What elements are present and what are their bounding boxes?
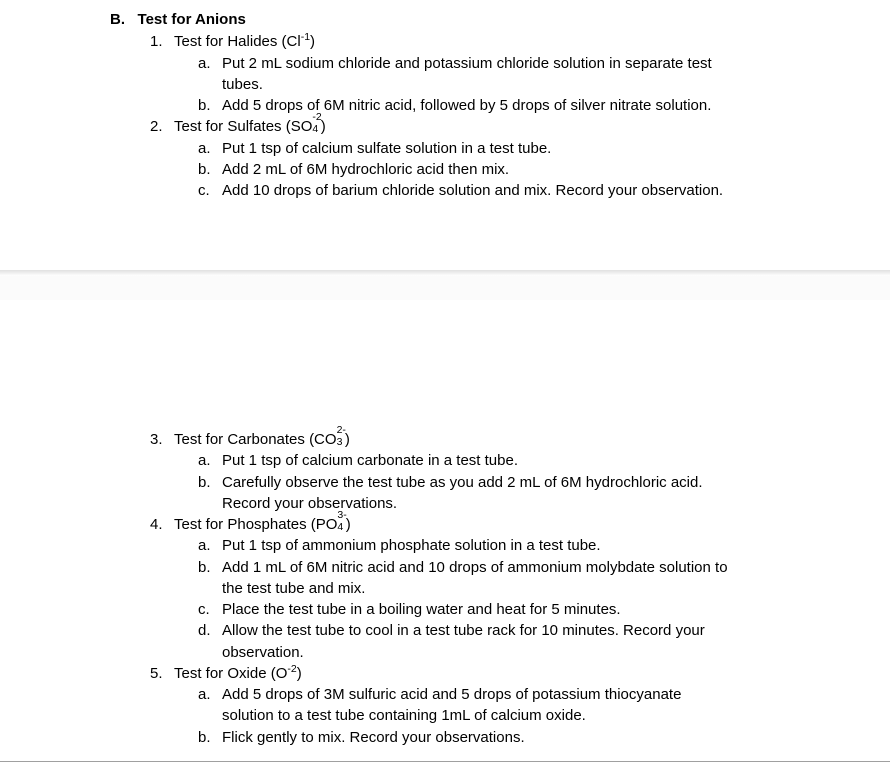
heading-title: Test for Anions [138, 11, 246, 28]
item-title: Test for Phosphates (PO43- ) [174, 515, 810, 535]
step-item: b. Add 2 mL of 6M hydrochloric acid then… [198, 160, 810, 180]
list-item: 2. Test for Sulfates (SO4-2 ) [150, 117, 810, 137]
step-item: a. Put 1 tsp of calcium sulfate solution… [198, 139, 810, 159]
step-item: d. Allow the test tube to cool in a test… [198, 621, 810, 641]
step-text: Flick gently to mix. Record your observa… [222, 728, 810, 748]
step-text-cont: Record your observations. [222, 494, 810, 514]
list-item: 3. Test for Carbonates (CO32- ) [150, 430, 810, 450]
item-title: Test for Sulfates (SO4-2 ) [174, 117, 810, 137]
step-text: Add 5 drops of 6M nitric acid, followed … [222, 96, 810, 116]
step-item: c. Place the test tube in a boiling wate… [198, 600, 810, 620]
page-lower: 3. Test for Carbonates (CO32- ) a. Put 1… [0, 430, 890, 749]
step-marker: a. [198, 451, 222, 471]
step-marker: a. [198, 536, 222, 556]
item-number: 4. [150, 515, 174, 535]
step-marker: a. [198, 54, 222, 74]
step-text: Place the test tube in a boiling water a… [222, 600, 810, 620]
step-text: Carefully observe the test tube as you a… [222, 473, 810, 493]
step-text-cont: the test tube and mix. [222, 579, 810, 599]
divider-band [0, 276, 890, 300]
step-marker: b. [198, 96, 222, 116]
step-text-cont: tubes. [222, 75, 810, 95]
item-title: Test for Oxide (O-2) [174, 664, 810, 684]
item-title: Test for Carbonates (CO32- ) [174, 430, 810, 450]
step-text: Allow the test tube to cool in a test tu… [222, 621, 810, 641]
step-text: Put 1 tsp of calcium carbonate in a test… [222, 451, 810, 471]
step-marker: a. [198, 139, 222, 159]
page-upper: B. Test for Anions 1. Test for Halides (… [0, 0, 890, 212]
step-text: Put 2 mL sodium chloride and potassium c… [222, 54, 810, 74]
step-item: b. Flick gently to mix. Record your obse… [198, 728, 810, 748]
list-item: 4. Test for Phosphates (PO43- ) [150, 515, 810, 535]
step-item: b. Add 5 drops of 6M nitric acid, follow… [198, 96, 810, 116]
step-item: b. Add 1 mL of 6M nitric acid and 10 dro… [198, 558, 810, 578]
item-number: 2. [150, 117, 174, 137]
step-text: Add 5 drops of 3M sulfuric acid and 5 dr… [222, 685, 810, 705]
section-heading: B. Test for Anions [110, 10, 810, 30]
step-text-cont: observation. [222, 643, 810, 663]
step-item: b. Carefully observe the test tube as yo… [198, 473, 810, 493]
step-text: Add 10 drops of barium chloride solution… [222, 181, 810, 201]
step-item: a. Put 1 tsp of calcium carbonate in a t… [198, 451, 810, 471]
list-item: 5. Test for Oxide (O-2) [150, 664, 810, 684]
step-marker: b. [198, 728, 222, 748]
step-text: Add 1 mL of 6M nitric acid and 10 drops … [222, 558, 810, 578]
step-marker: c. [198, 600, 222, 620]
step-item: a. Put 2 mL sodium chloride and potassiu… [198, 54, 810, 74]
item-number: 5. [150, 664, 174, 684]
step-text-cont: solution to a test tube containing 1mL o… [222, 706, 810, 726]
step-marker: c. [198, 181, 222, 201]
step-text: Add 2 mL of 6M hydrochloric acid then mi… [222, 160, 810, 180]
list-item: 1. Test for Halides (Cl-1) [150, 32, 810, 52]
step-item: a. Put 1 tsp of ammonium phosphate solut… [198, 536, 810, 556]
step-marker: b. [198, 558, 222, 578]
item-number: 3. [150, 430, 174, 450]
item-number: 1. [150, 32, 174, 52]
step-marker: d. [198, 621, 222, 641]
bottom-rule [0, 761, 890, 762]
page-divider [0, 270, 890, 345]
step-text: Put 1 tsp of ammonium phosphate solution… [222, 536, 810, 556]
step-item: a. Add 5 drops of 3M sulfuric acid and 5… [198, 685, 810, 705]
heading-letter: B. [110, 11, 125, 28]
step-marker: b. [198, 160, 222, 180]
step-marker: a. [198, 685, 222, 705]
step-text: Put 1 tsp of calcium sulfate solution in… [222, 139, 810, 159]
item-title: Test for Halides (Cl-1) [174, 32, 810, 52]
step-item: c. Add 10 drops of barium chloride solut… [198, 181, 810, 201]
step-marker: b. [198, 473, 222, 493]
